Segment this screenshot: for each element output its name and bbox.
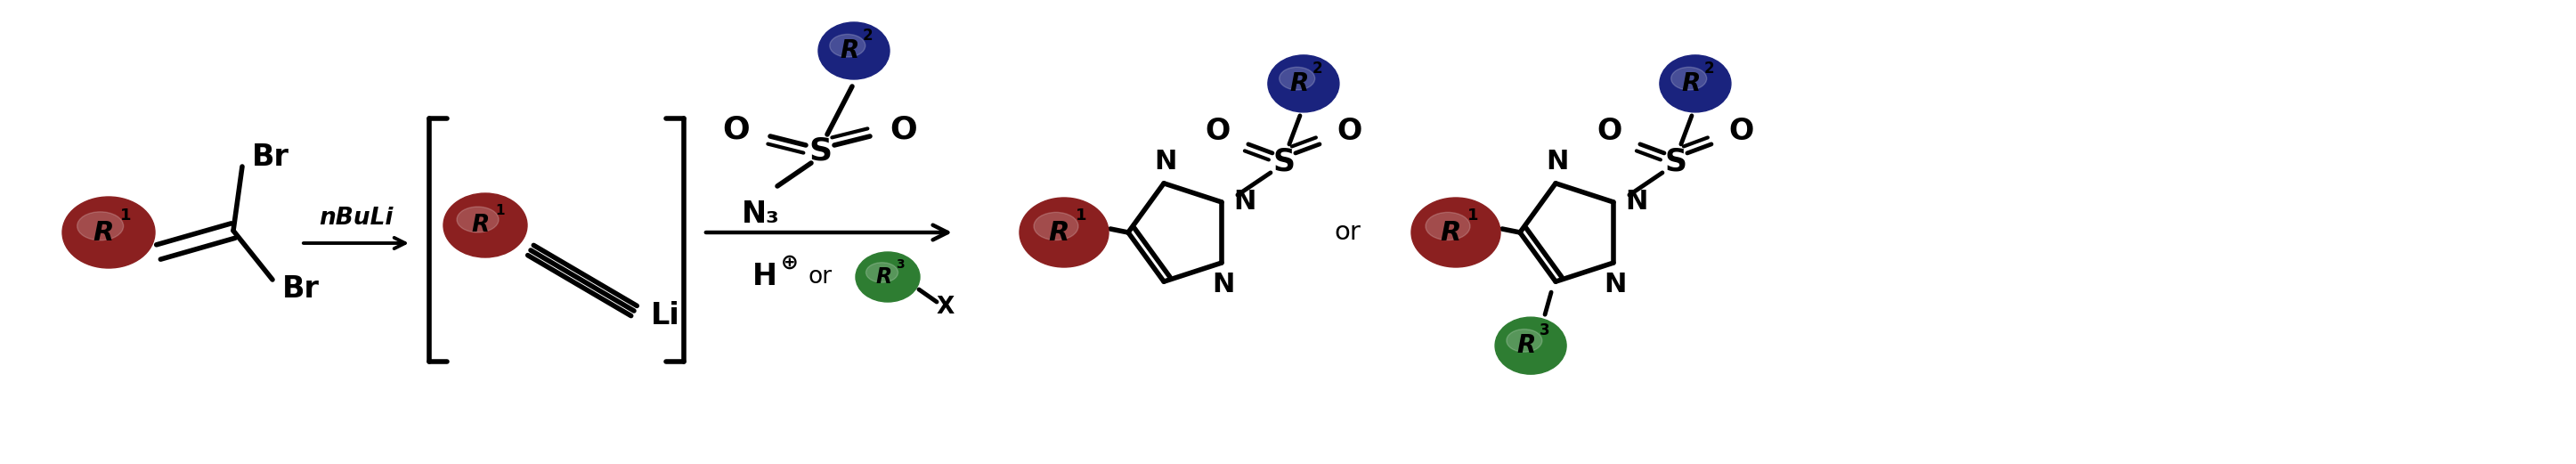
Ellipse shape — [1507, 329, 1543, 352]
Text: O: O — [1597, 117, 1623, 147]
Text: R: R — [1440, 219, 1461, 245]
Text: 1: 1 — [1466, 208, 1479, 224]
Text: X: X — [938, 296, 956, 319]
Text: S: S — [1664, 147, 1687, 177]
Text: R: R — [876, 266, 891, 288]
Ellipse shape — [1033, 213, 1079, 240]
Text: R: R — [93, 219, 113, 245]
Ellipse shape — [866, 263, 899, 283]
Ellipse shape — [1280, 67, 1314, 90]
Text: H: H — [752, 262, 778, 292]
Text: N₃: N₃ — [742, 200, 781, 229]
Text: R: R — [1682, 71, 1700, 96]
Text: O: O — [1337, 117, 1363, 147]
Ellipse shape — [1020, 198, 1108, 267]
Text: 2: 2 — [863, 28, 873, 44]
Ellipse shape — [443, 193, 528, 258]
Text: 2: 2 — [1705, 60, 1716, 77]
Text: 3: 3 — [1540, 322, 1551, 339]
Text: R: R — [471, 214, 489, 237]
Ellipse shape — [1412, 198, 1499, 267]
Text: N: N — [1546, 149, 1569, 175]
Text: O: O — [1728, 117, 1754, 147]
Text: N: N — [1213, 271, 1234, 297]
Text: nBuLi: nBuLi — [319, 206, 394, 230]
Text: O: O — [724, 114, 750, 144]
Text: N: N — [1605, 271, 1625, 297]
Ellipse shape — [1425, 213, 1471, 240]
Text: ⊕: ⊕ — [781, 252, 799, 273]
Text: 1: 1 — [121, 207, 131, 224]
Ellipse shape — [77, 212, 124, 240]
Text: 2: 2 — [1311, 60, 1321, 77]
Ellipse shape — [1494, 317, 1566, 374]
Ellipse shape — [62, 197, 155, 268]
Text: R: R — [1291, 71, 1309, 96]
Text: or: or — [1334, 220, 1360, 245]
Text: Br: Br — [283, 274, 319, 303]
Ellipse shape — [1659, 55, 1731, 112]
Ellipse shape — [829, 34, 866, 57]
Text: O: O — [1206, 117, 1231, 147]
Text: S: S — [1273, 147, 1296, 177]
Text: R: R — [1517, 333, 1535, 358]
Text: 1: 1 — [495, 204, 505, 217]
Ellipse shape — [1672, 67, 1708, 90]
Text: 3: 3 — [896, 258, 904, 271]
Text: N: N — [1234, 189, 1257, 215]
Text: R: R — [840, 39, 860, 63]
Text: Li: Li — [652, 301, 680, 330]
Text: S: S — [809, 135, 832, 166]
Text: O: O — [891, 114, 917, 144]
Text: R: R — [1048, 219, 1069, 245]
Text: N: N — [1625, 189, 1649, 215]
Ellipse shape — [855, 252, 920, 302]
Text: 1: 1 — [1074, 208, 1087, 224]
Text: Br: Br — [252, 143, 289, 172]
Text: or: or — [809, 265, 832, 289]
Ellipse shape — [819, 22, 889, 79]
Text: N: N — [1154, 149, 1177, 175]
Ellipse shape — [456, 207, 500, 232]
Ellipse shape — [1267, 55, 1340, 112]
